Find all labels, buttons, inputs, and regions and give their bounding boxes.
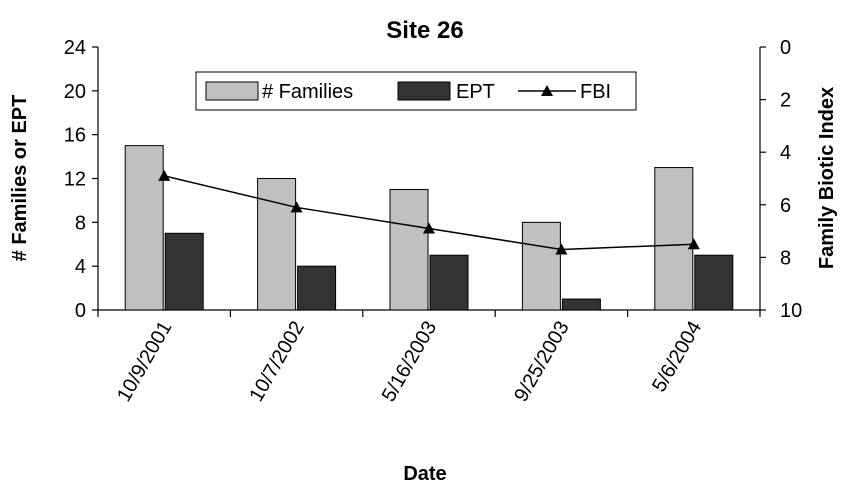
y2-tick-label: 4 bbox=[780, 142, 791, 164]
x-category-label-3: 9/25/2003 bbox=[510, 318, 574, 406]
legend-marker-fbi bbox=[541, 85, 553, 96]
fbi-line-series bbox=[158, 169, 700, 255]
y-tick-label: 12 bbox=[64, 169, 86, 191]
y2-tick-label: 8 bbox=[780, 247, 791, 269]
y-tick-label: 0 bbox=[75, 300, 86, 322]
bar-ept-2 bbox=[429, 254, 469, 311]
x-axis-label: Date bbox=[403, 463, 446, 485]
y2-tick-label: 2 bbox=[780, 90, 791, 112]
chart-title: Site 26 bbox=[386, 17, 463, 44]
fbi-marker-0 bbox=[158, 169, 171, 181]
bar-ept-0 bbox=[164, 232, 204, 311]
bar-families-2 bbox=[389, 188, 429, 311]
x-category-label-0: 10/9/2001 bbox=[113, 318, 177, 406]
y2-tick-label: 6 bbox=[780, 195, 791, 217]
y-tick-label: 8 bbox=[75, 212, 86, 234]
legend-swatch-families bbox=[205, 81, 259, 101]
fbi-marker-1 bbox=[290, 201, 303, 213]
bar-ept-4 bbox=[694, 254, 734, 311]
x-category-label-1: 10/7/2002 bbox=[245, 318, 309, 406]
y2-axis-label: Family Biotic Index bbox=[816, 87, 838, 269]
fbi-marker-4 bbox=[687, 238, 700, 250]
y-tick-label: 16 bbox=[64, 125, 86, 147]
legend-label-ept: EPT bbox=[456, 81, 495, 103]
y-tick-label: 4 bbox=[75, 256, 86, 278]
y-axis-label: # Families or EPT bbox=[9, 95, 31, 262]
x-category-labels: 10/9/2001 10/7/2002 5/16/2003 9/25/2003 5/6/… bbox=[113, 318, 706, 406]
bars bbox=[124, 145, 734, 311]
legend-label-fbi: FBI bbox=[580, 81, 611, 103]
bar-families-1 bbox=[257, 178, 297, 311]
y-tick-label: 24 bbox=[64, 37, 86, 59]
legend-swatch-ept bbox=[397, 81, 451, 101]
y2-tick-label: 0 bbox=[780, 37, 791, 59]
fbi-line bbox=[164, 175, 694, 251]
bar-families-4 bbox=[654, 167, 694, 311]
x-category-label-2: 5/16/2003 bbox=[378, 318, 442, 406]
fbi-marker-3 bbox=[555, 243, 568, 255]
legend-label-families: # Families bbox=[262, 81, 353, 103]
bar-ept-3 bbox=[561, 298, 601, 311]
fbi-marker-2 bbox=[423, 222, 435, 234]
bar-ept-1 bbox=[297, 265, 337, 311]
y2-tick-label: 10 bbox=[780, 300, 802, 322]
legend: # Families EPT FBI bbox=[195, 71, 637, 111]
bar-families-0 bbox=[124, 145, 164, 311]
bar-families-3 bbox=[521, 221, 561, 311]
x-category-label-4: 5/6/2004 bbox=[648, 318, 706, 396]
y-tick-label: 20 bbox=[64, 81, 86, 103]
